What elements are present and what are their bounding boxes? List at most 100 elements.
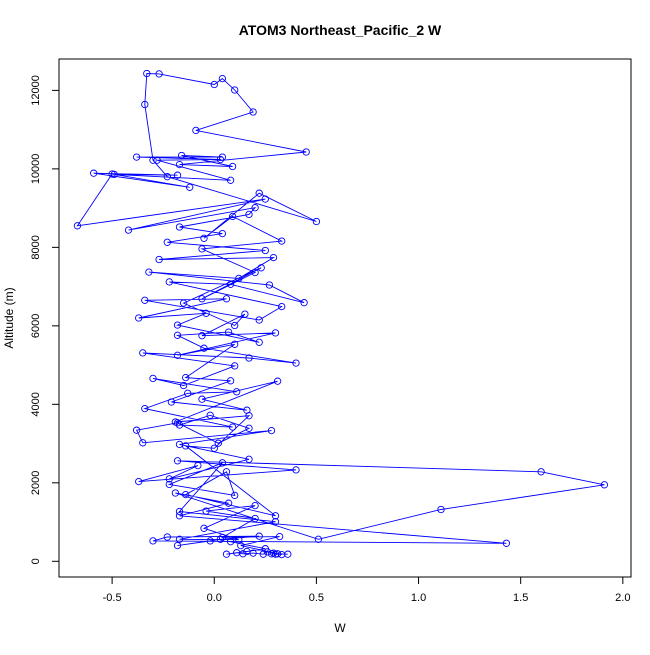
- data-point: [251, 204, 259, 212]
- y-tick-label: 2000: [30, 471, 42, 495]
- data-point: [235, 274, 243, 283]
- data-point: [245, 354, 253, 362]
- data-point: [173, 351, 182, 359]
- y-tick-label: 8000: [30, 235, 42, 259]
- series-line: [76, 73, 605, 556]
- data-point: [186, 183, 194, 191]
- data-point: [179, 299, 188, 307]
- data-point: [135, 477, 143, 486]
- data-point: [132, 426, 141, 434]
- data-point: [163, 533, 171, 541]
- data-point: [245, 424, 253, 432]
- data-point: [271, 550, 280, 558]
- data-point: [110, 170, 118, 179]
- data-point: [269, 253, 278, 262]
- x-axis: -0.5 0.0 0.5 1.0 1.5 2.0: [103, 576, 630, 604]
- data-point: [173, 331, 182, 339]
- data-point: [241, 310, 249, 318]
- data-point: [216, 155, 225, 164]
- data-point: [265, 281, 274, 289]
- data-point: [175, 535, 184, 543]
- y-tick-label: 6000: [30, 314, 42, 338]
- data-point: [202, 507, 210, 515]
- data-point: [226, 377, 235, 385]
- data-point: [153, 156, 161, 164]
- data-point: [271, 329, 280, 337]
- data-point: [210, 444, 218, 452]
- x-tick-label: 0.5: [309, 592, 324, 604]
- data-point: [141, 404, 149, 413]
- y-tick-label: 0: [30, 558, 42, 564]
- data-point: [141, 100, 149, 109]
- data-point: [198, 295, 206, 303]
- data-point: [245, 210, 253, 219]
- data-point: [200, 524, 208, 532]
- data-point: [292, 359, 300, 367]
- data-point: [255, 189, 263, 197]
- data-point: [167, 398, 176, 406]
- data-point: [175, 512, 184, 520]
- data-point: [139, 349, 147, 357]
- y-axis: 0 2000 4000 6000 8000 10000 12000: [30, 75, 60, 564]
- data-point: [245, 412, 253, 420]
- data-point: [73, 222, 82, 230]
- x-axis-label: W: [334, 621, 346, 635]
- x-tick-label: 0.0: [207, 592, 222, 604]
- data-point: [165, 480, 173, 489]
- data-point: [312, 217, 321, 226]
- data-point: [200, 344, 208, 352]
- data-point: [261, 545, 269, 553]
- data-point: [600, 481, 609, 489]
- x-tick-label: 2.0: [615, 592, 630, 604]
- data-point: [218, 533, 227, 542]
- data-point: [163, 238, 171, 246]
- data-point: [173, 321, 182, 329]
- data-point: [275, 532, 284, 541]
- data-point: [184, 389, 192, 397]
- data-point: [206, 537, 214, 545]
- data-point: [149, 156, 157, 164]
- data-point: [173, 171, 182, 179]
- data-point: [149, 374, 157, 383]
- data-point: [267, 550, 276, 558]
- data-point: [245, 455, 253, 463]
- data-point: [149, 537, 157, 545]
- data-point: [224, 328, 233, 336]
- data-point: [177, 151, 186, 160]
- data-point: [231, 321, 239, 330]
- data-point: [175, 160, 184, 169]
- data-point: [210, 80, 218, 89]
- data-point: [228, 423, 237, 431]
- data-point: [179, 381, 188, 390]
- data-point: [143, 69, 151, 78]
- data-point: [224, 499, 233, 507]
- data-point: [302, 148, 310, 156]
- data-point: [257, 264, 265, 272]
- data-point: [182, 490, 190, 499]
- data-point: [231, 86, 239, 94]
- data-point: [537, 468, 545, 476]
- data-point: [216, 535, 225, 543]
- data-point: [141, 296, 149, 304]
- data-point: [226, 538, 235, 546]
- data-point: [271, 518, 280, 526]
- data-point: [222, 295, 231, 303]
- data-point: [251, 501, 259, 510]
- data-point: [243, 547, 251, 556]
- y-tick-label: 10000: [30, 154, 42, 185]
- data-point: [218, 74, 227, 83]
- data-point: [175, 223, 184, 231]
- data-point: [233, 549, 241, 557]
- data-point: [175, 507, 184, 516]
- data-point: [165, 475, 173, 483]
- data-point: [90, 169, 98, 177]
- data-point: [218, 153, 227, 161]
- data-point: [249, 108, 257, 116]
- data-series: [73, 69, 609, 559]
- data-point: [182, 373, 190, 382]
- data-point: [278, 237, 286, 245]
- data-point: [222, 550, 231, 558]
- data-point: [155, 70, 163, 78]
- data-point: [231, 340, 239, 348]
